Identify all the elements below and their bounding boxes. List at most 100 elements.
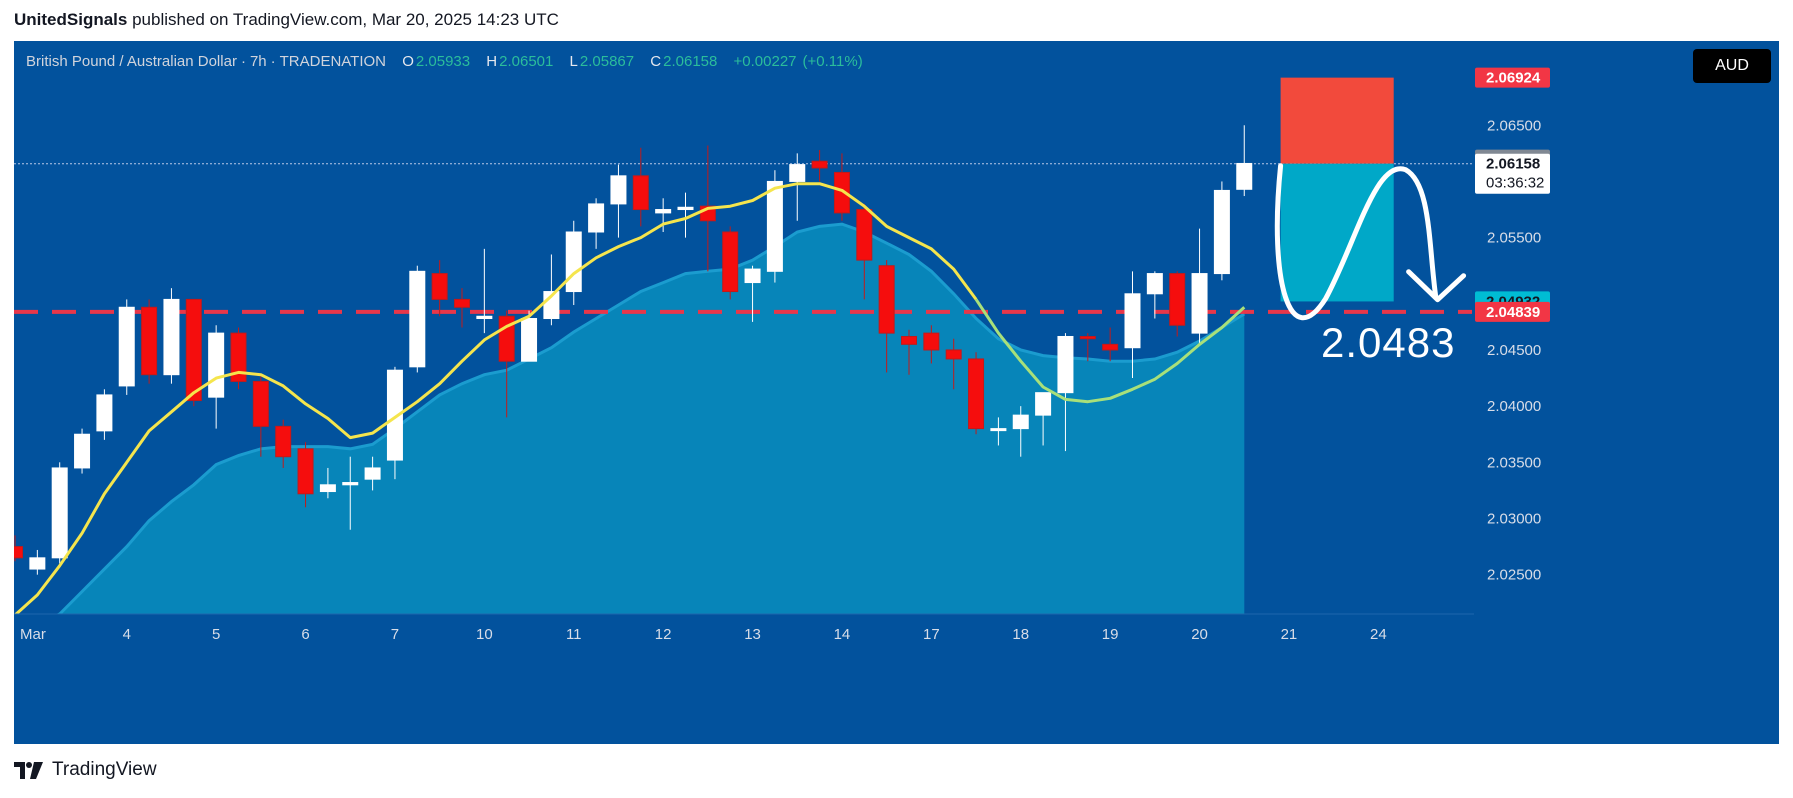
candle-body [1236, 162, 1253, 190]
x-tick-label: 11 [566, 626, 582, 643]
x-tick-label: 4 [123, 626, 131, 643]
candle-body [141, 306, 158, 376]
legend-low: 2.05867 [579, 53, 635, 70]
legend-high-label: H [486, 53, 498, 70]
candle [655, 198, 672, 232]
candle [342, 456, 359, 530]
candle [386, 366, 403, 480]
price-axis-panel [1474, 41, 1779, 744]
publish-info: published on TradingView.com, Mar 20, 20… [132, 10, 559, 29]
x-tick-label: 17 [923, 626, 940, 643]
candle [945, 338, 962, 390]
footer-brand-text: TradingView [52, 759, 157, 780]
legend-interval[interactable]: 7h [249, 53, 267, 70]
fast-ma-line-bullish [974, 298, 1246, 404]
candle [923, 325, 940, 364]
slow-ma-area [15, 224, 1245, 628]
candle [789, 153, 806, 221]
candle-body [364, 467, 381, 480]
candle [252, 374, 269, 457]
candle-body [588, 203, 605, 233]
candle-body [1146, 273, 1163, 295]
candle [1079, 333, 1096, 362]
candle [409, 265, 426, 373]
candle [744, 265, 761, 322]
candle [163, 288, 180, 384]
candle [878, 260, 895, 373]
currency-button[interactable]: AUD [1693, 49, 1771, 83]
candle [431, 260, 448, 317]
countdown-label: 03:36:32 [1486, 175, 1544, 192]
y-tick-label: 2.05500 [1487, 230, 1541, 247]
x-tick-label: Mar [20, 626, 46, 643]
candle [1035, 392, 1052, 446]
candle-body [878, 265, 895, 334]
candle [1124, 271, 1141, 379]
candle-body [96, 394, 113, 432]
candle [275, 419, 292, 468]
candle [833, 153, 850, 221]
candle-body [51, 467, 68, 559]
candle [677, 192, 694, 238]
candle-body [901, 335, 917, 345]
candle [118, 299, 135, 395]
x-tick-label: 7 [391, 626, 399, 643]
candle [476, 248, 493, 334]
symbol-legend: British Pound / Australian Dollar · 7h · TRA… [26, 53, 863, 70]
candle-body [14, 546, 23, 559]
legend-symbol[interactable]: British Pound / Australian Dollar [26, 53, 237, 70]
slow-ma-line [14, 222, 1246, 629]
candle [319, 467, 336, 499]
candle [454, 288, 470, 328]
x-tick-label: 21 [1281, 626, 1298, 643]
candle-body [118, 306, 135, 387]
legend-exchange: TRADENATION [279, 53, 387, 70]
candle [856, 203, 873, 300]
candle-body [990, 428, 1007, 432]
x-tick-label: 13 [744, 626, 761, 643]
candle [1213, 181, 1230, 281]
footer-brand[interactable]: TradingView [14, 759, 157, 781]
x-tick-label: 19 [1102, 626, 1119, 643]
candle-body [431, 273, 448, 300]
candle [297, 442, 314, 508]
candle-body [476, 315, 493, 320]
candle [185, 298, 202, 407]
legend-change: +0.00227 [733, 53, 797, 70]
legend-high: 2.06501 [499, 53, 554, 70]
candle [521, 310, 538, 362]
candle-body [968, 358, 985, 430]
candle [990, 417, 1007, 446]
stop-price-tag-bg [1475, 67, 1550, 88]
candle [610, 164, 627, 238]
chart-panel[interactable]: 2.0483 2.02500 2.03000 2.03500 2.04000 2.0450… [14, 41, 1779, 744]
target-price-text: 2.0483 [1321, 319, 1455, 366]
candle-body [409, 270, 426, 368]
publisher-name: UnitedSignals [14, 10, 128, 29]
candle-body [1035, 392, 1052, 416]
candle-body [1169, 273, 1186, 326]
candle [811, 149, 828, 182]
price-chart[interactable]: 2.0483 2.02500 2.03000 2.03500 2.04000 2.0450… [14, 41, 1779, 744]
x-tick-label: 14 [834, 626, 851, 643]
candle-body [342, 482, 359, 486]
candle-body [1057, 335, 1074, 394]
candle-body [811, 160, 828, 169]
candle-body [856, 209, 873, 261]
candle [722, 226, 739, 300]
candle-body [722, 231, 739, 293]
candle [1012, 406, 1029, 457]
candle [1236, 125, 1253, 197]
publish-caption: UnitedSignals published on TradingView.c… [14, 10, 559, 30]
legend-change-pct: (+0.11%) [802, 53, 863, 70]
candle [1169, 271, 1186, 337]
candle-body [945, 349, 962, 360]
candle-body [252, 380, 269, 427]
candle-body [923, 332, 940, 351]
candle [29, 549, 46, 575]
candle [230, 327, 247, 390]
legend-open: 2.05933 [415, 53, 471, 70]
candle-body [1213, 189, 1230, 275]
candle-body [208, 332, 225, 398]
tradingview-logo-icon [14, 762, 43, 779]
